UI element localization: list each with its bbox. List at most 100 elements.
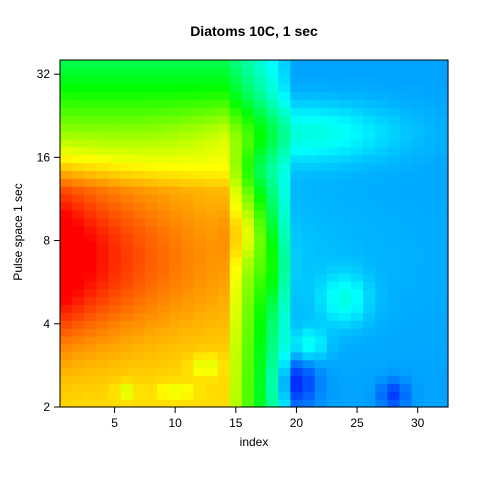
heatmap-cell — [132, 107, 146, 116]
heatmap-cell — [205, 91, 219, 101]
heatmap-cell — [314, 107, 328, 116]
heatmap-cell — [375, 225, 388, 235]
heatmap-cell — [169, 336, 182, 345]
heatmap-cell — [302, 343, 316, 353]
heatmap-cell — [278, 170, 291, 179]
heatmap-cell — [290, 343, 304, 353]
heatmap-cell — [423, 304, 437, 313]
heatmap-cell — [363, 115, 376, 124]
heatmap-cell — [229, 178, 243, 187]
heatmap-cell — [435, 194, 449, 203]
heatmap-cell — [290, 115, 304, 124]
heatmap-cell — [144, 186, 158, 195]
heatmap-cell — [60, 75, 73, 85]
heatmap-cell — [60, 178, 73, 187]
heatmap-cell — [363, 67, 376, 77]
heatmap-cell — [338, 60, 352, 69]
heatmap-cell — [435, 67, 449, 77]
heatmap-cell — [205, 304, 219, 313]
heatmap-cell — [435, 280, 449, 290]
heatmap-cell — [120, 60, 134, 69]
heatmap-cell — [229, 383, 243, 392]
heatmap-cell — [411, 107, 425, 116]
heatmap-cell — [157, 367, 170, 377]
heatmap-cell — [290, 138, 304, 148]
heatmap-cell — [217, 83, 231, 93]
heatmap-cell — [60, 123, 73, 132]
heatmap-cell — [423, 272, 437, 282]
heatmap-cell — [205, 194, 219, 203]
heatmap-cell — [217, 154, 231, 164]
heatmap-cell — [157, 178, 170, 187]
heatmap-cell — [132, 209, 146, 219]
heatmap-cell — [375, 359, 388, 369]
heatmap-cell — [72, 170, 85, 179]
heatmap-cell — [84, 178, 97, 187]
heatmap-cell — [363, 304, 376, 313]
heatmap-cell — [132, 343, 146, 353]
heatmap-cell — [290, 209, 304, 219]
heatmap-cell — [157, 67, 170, 77]
heatmap-cell — [72, 257, 85, 266]
heatmap-cell — [399, 217, 413, 227]
heatmap-cell — [266, 257, 279, 266]
heatmap-cell — [60, 343, 73, 353]
heatmap-cell — [205, 75, 219, 85]
heatmap-cell — [338, 130, 352, 140]
heatmap-cell — [181, 288, 194, 298]
heatmap-cell — [375, 343, 388, 353]
heatmap-cell — [423, 209, 437, 219]
heatmap-cell — [387, 257, 401, 266]
heatmap-cell — [96, 170, 110, 179]
heatmap-cell — [411, 99, 425, 108]
heatmap-cell — [326, 391, 340, 400]
heatmap-cell — [351, 288, 364, 298]
heatmap-cell — [302, 209, 316, 219]
heatmap-cell — [399, 209, 413, 219]
heatmap-cell — [229, 257, 243, 266]
heatmap-cell — [399, 201, 413, 211]
heatmap-cell — [120, 186, 134, 195]
heatmap-cell — [423, 288, 437, 298]
heatmap-cell — [435, 209, 449, 219]
heatmap-cell — [266, 399, 279, 408]
heatmap-cell — [411, 288, 425, 298]
heatmap-cell — [266, 391, 279, 400]
heatmap-cell — [399, 249, 413, 258]
heatmap-cell — [254, 272, 267, 282]
heatmap-cell — [108, 107, 122, 116]
heatmap-cell — [205, 249, 219, 258]
heatmap-cell — [290, 107, 304, 116]
heatmap-cell — [132, 154, 146, 164]
heatmap-cell — [205, 217, 219, 227]
heatmap-cell — [157, 375, 170, 384]
heatmap-cell — [205, 186, 219, 195]
heatmap-cell — [423, 162, 437, 172]
heatmap-cell — [72, 280, 85, 290]
heatmap-cell — [72, 194, 85, 203]
heatmap-cell — [157, 280, 170, 290]
heatmap-cell — [411, 367, 425, 377]
heatmap-cell — [205, 296, 219, 306]
heatmap-cell — [399, 83, 413, 93]
heatmap-cell — [435, 83, 449, 93]
heatmap-cell — [326, 178, 340, 187]
heatmap-cell — [338, 383, 352, 392]
heatmap-cell — [108, 359, 122, 369]
heatmap-cell — [375, 320, 388, 329]
heatmap-cell — [411, 359, 425, 369]
heatmap-cell — [411, 130, 425, 140]
heatmap-cell — [193, 107, 207, 116]
heatmap-cell — [241, 351, 255, 361]
heatmap-cell — [338, 194, 352, 203]
heatmap-cell — [302, 83, 316, 93]
heatmap-cell — [193, 241, 207, 250]
heatmap-cell — [181, 375, 194, 384]
heatmap-cell — [169, 265, 182, 274]
heatmap-cell — [399, 328, 413, 337]
heatmap-cell — [132, 351, 146, 361]
heatmap-cell — [254, 186, 267, 195]
heatmap-cell — [290, 257, 304, 266]
heatmap-cell — [435, 304, 449, 313]
